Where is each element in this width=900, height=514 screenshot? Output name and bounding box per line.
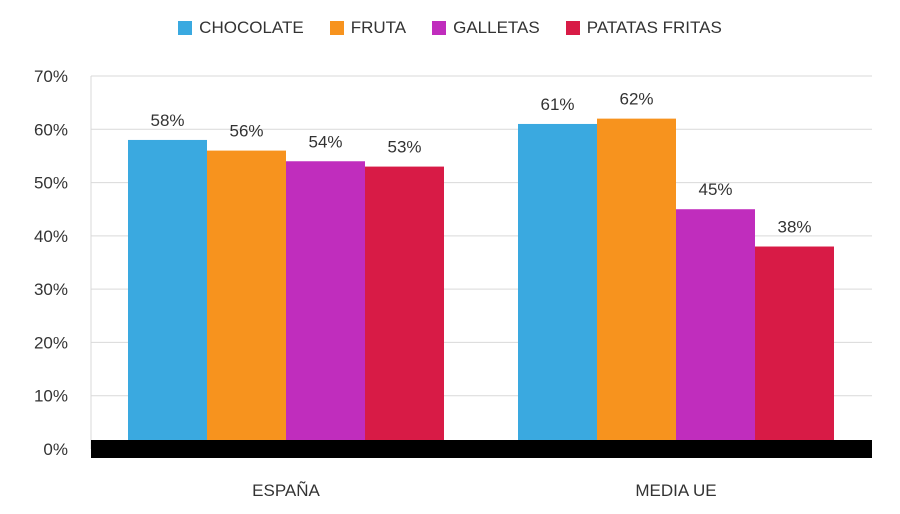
bars	[128, 118, 834, 450]
legend-label-galletas: GALLETAS	[453, 18, 540, 37]
data-label: 61%	[540, 95, 574, 114]
data-label: 56%	[229, 122, 263, 141]
x-axis-ticks: ESPAÑA MEDIA UE	[91, 440, 872, 500]
data-label: 62%	[619, 90, 653, 109]
legend-swatch-fruta	[329, 21, 344, 35]
legend-swatch-galletas	[432, 21, 447, 35]
bar-patatas-fritas	[755, 246, 834, 449]
y-tick-label: 60%	[34, 120, 68, 139]
bar-galletas	[286, 161, 365, 449]
legend-item-chocolate: CHOCOLATE	[178, 18, 304, 38]
bar-patatas-fritas	[365, 166, 444, 450]
x-axis-baseline	[91, 440, 872, 458]
legend-item-patatas-fritas: PATATAS FRITAS	[565, 18, 722, 38]
bar-chocolate	[518, 123, 597, 449]
data-label: 45%	[698, 180, 732, 199]
value-labels: 58% 56% 54% 53% 61% 62% 45% 38%	[150, 90, 811, 237]
bar-fruta	[207, 150, 286, 449]
legend-label-patatas-fritas: PATATAS FRITAS	[586, 18, 722, 37]
legend: CHOCOLATE FRUTA GALLETAS PATATAS FRITAS	[0, 18, 900, 38]
y-tick-label: 20%	[34, 333, 68, 352]
y-tick-label: 30%	[34, 280, 68, 299]
legend-item-galletas: GALLETAS	[432, 18, 540, 38]
x-tick-label: MEDIA UE	[635, 481, 716, 500]
data-label: 58%	[150, 111, 184, 130]
data-label: 53%	[387, 138, 421, 157]
data-label: 54%	[308, 132, 342, 151]
bar-fruta	[597, 118, 676, 449]
y-axis-ticks: 0% 10% 20% 30% 40% 50% 60% 70%	[34, 67, 68, 459]
bar-galletas	[676, 209, 755, 449]
legend-label-chocolate: CHOCOLATE	[199, 18, 304, 37]
y-tick-label: 50%	[34, 174, 68, 193]
legend-label-fruta: FRUTA	[350, 18, 407, 37]
legend-swatch-patatas-fritas	[565, 21, 580, 35]
y-tick-label: 10%	[34, 387, 68, 406]
x-tick-label: ESPAÑA	[252, 481, 320, 500]
bar-chocolate	[128, 139, 207, 449]
legend-swatch-chocolate	[178, 21, 193, 35]
y-tick-label: 0%	[43, 440, 68, 459]
y-tick-label: 40%	[34, 227, 68, 246]
y-tick-label: 70%	[34, 67, 68, 86]
legend-item-fruta: FRUTA	[329, 18, 407, 38]
data-label: 38%	[777, 218, 811, 237]
